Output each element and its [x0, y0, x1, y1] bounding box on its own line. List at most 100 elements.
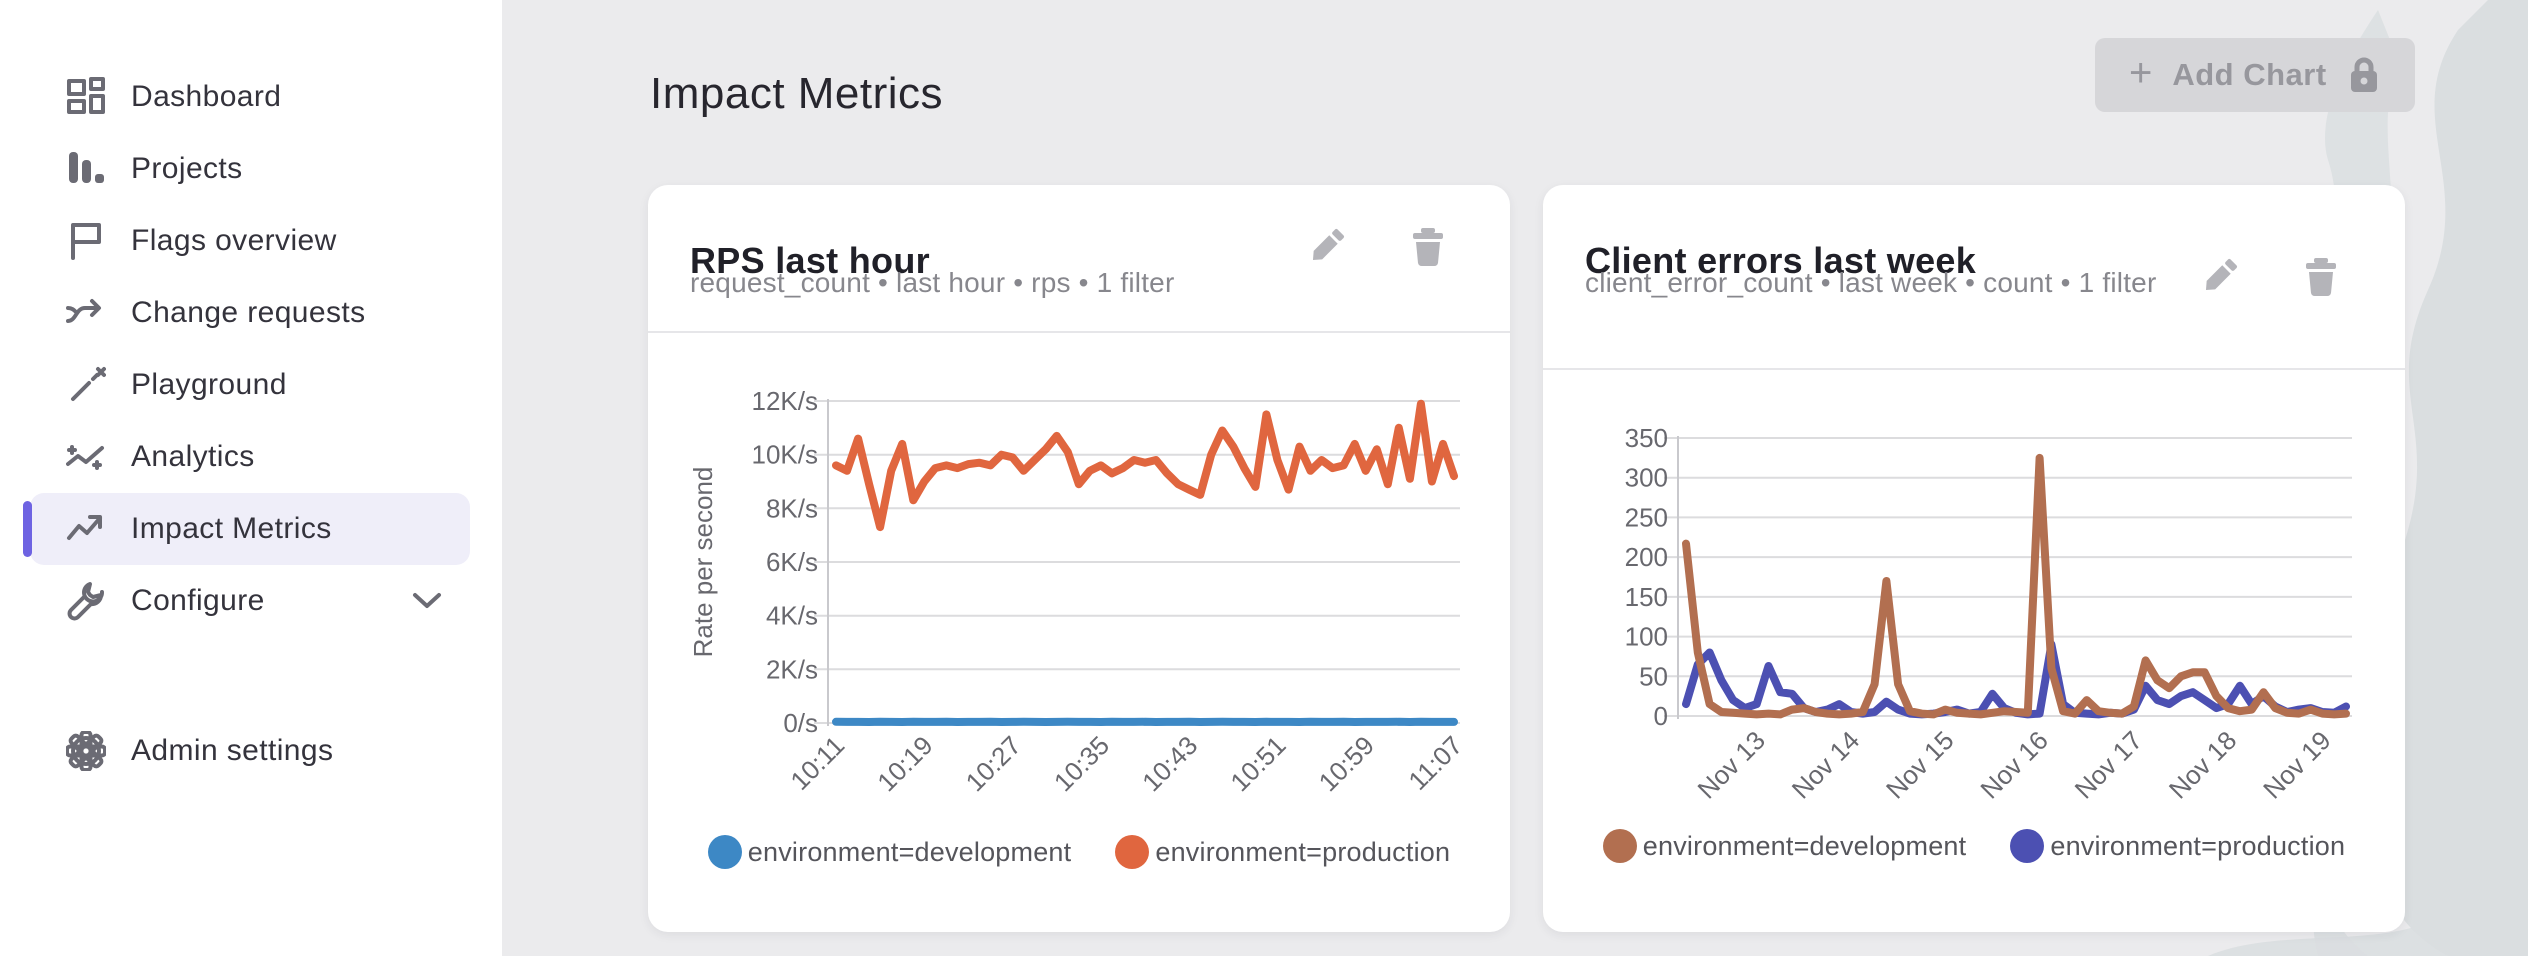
y-tick-label: 0	[1654, 701, 1668, 731]
x-tick-label: 10:19	[871, 730, 938, 797]
sidebar-item-label: Configure	[131, 584, 265, 617]
trash-icon	[2306, 258, 2336, 297]
plus-icon: +	[2129, 51, 2153, 95]
legend-item-production[interactable]: environment=production	[2010, 829, 2345, 863]
trash-icon	[1413, 228, 1443, 267]
dashboard-icon	[66, 77, 106, 117]
legend-dot	[1115, 835, 1150, 869]
add-chart-button[interactable]: + Add Chart	[2095, 38, 2415, 112]
card-divider	[648, 331, 1510, 333]
chart-subtitle: client_error_count • last week • count •…	[1585, 267, 2157, 298]
merge-arrow-icon	[66, 293, 106, 333]
rps-line-chart[interactable]: 0/s 2K/s 4K/s 6K/s 8K/s 10K/s 12K/s 10:11 10:19 1…	[648, 333, 1510, 833]
active-indicator	[23, 501, 32, 557]
y-tick-label: 350	[1625, 423, 1668, 453]
chart-title: Client errors last week	[1585, 239, 1977, 281]
x-tick-label: Nov 17	[2069, 725, 2148, 804]
chart-card-rps-last-hour: RPS last hour request_count • last hour …	[648, 185, 1510, 932]
y-tick-label: 8K/s	[766, 493, 818, 523]
add-chart-label: Add Chart	[2172, 57, 2327, 92]
analytics-icon	[66, 437, 106, 477]
x-tick-label: 10:35	[1048, 730, 1115, 797]
y-tick-label: 10K/s	[752, 440, 819, 470]
legend-item-development[interactable]: environment=development	[707, 835, 1072, 869]
series-line-0	[1682, 453, 2350, 719]
wrench-icon	[66, 581, 106, 621]
x-tick-label: Nov 16	[1974, 725, 2053, 804]
legend-item-development[interactable]: environment=development	[1602, 829, 1967, 863]
x-tick-label: 11:07	[1402, 730, 1468, 796]
series-line-1	[832, 399, 1458, 532]
x-tick-label: Nov 19	[2257, 725, 2336, 804]
edit-chart-button[interactable]	[1305, 227, 1345, 267]
y-tick-label: 6K/s	[766, 547, 818, 577]
x-tick-label: 10:43	[1136, 730, 1203, 797]
pencil-icon	[2205, 259, 2237, 291]
y-tick-label: 12K/s	[752, 386, 819, 416]
x-tick-label: Nov 15	[1880, 725, 1959, 804]
y-tick-label: 300	[1625, 463, 1668, 493]
chart-title: RPS last hour	[690, 239, 930, 281]
legend-label: environment=production	[1155, 836, 1451, 867]
x-tick-label: Nov 18	[2163, 725, 2242, 804]
chart-card-client-errors-last-week: Client errors last week client_error_cou…	[1543, 185, 2405, 932]
series-line-1	[1682, 640, 2350, 719]
sidebar-item-configure[interactable]: Configure	[30, 565, 470, 637]
x-tick-label: 10:11	[784, 730, 850, 796]
sidebar-item-label: Projects	[131, 152, 243, 185]
y-tick-label: 250	[1625, 502, 1668, 532]
sidebar: Dashboard Projects Flags overview Change…	[0, 0, 502, 956]
sidebar-item-change-requests[interactable]: Change requests	[30, 277, 470, 349]
y-tick-label: 100	[1625, 622, 1668, 652]
sidebar-item-label: Flags overview	[131, 224, 337, 257]
chart-legend: environment=development environment=prod…	[1543, 829, 2405, 863]
chart-legend: environment=development environment=prod…	[648, 835, 1510, 869]
sidebar-item-impact-metrics[interactable]: Impact Metrics	[23, 493, 470, 565]
sidebar-item-label: Analytics	[131, 440, 255, 473]
sidebar-item-admin-settings[interactable]: Admin settings	[30, 715, 470, 787]
sidebar-item-playground[interactable]: Playground	[30, 349, 470, 421]
pencil-icon	[1312, 229, 1344, 261]
delete-chart-button[interactable]	[2301, 257, 2341, 297]
card-divider	[1543, 368, 2405, 370]
legend-dot	[1602, 829, 1637, 863]
legend-item-production[interactable]: environment=production	[1115, 835, 1450, 869]
x-tick-label: Nov 14	[1786, 725, 1865, 804]
sidebar-item-label: Change requests	[131, 296, 366, 329]
sidebar-item-projects[interactable]: Projects	[30, 133, 470, 205]
legend-label: environment=development	[1642, 830, 1967, 861]
page-title: Impact Metrics	[650, 69, 944, 119]
gear-icon	[65, 730, 107, 772]
y-tick-label: 50	[1639, 661, 1668, 691]
x-tick-label: Nov 13	[1691, 725, 1770, 804]
legend-label: environment=production	[2050, 830, 2346, 861]
y-tick-label: 150	[1625, 582, 1668, 612]
sidebar-item-dashboard[interactable]: Dashboard	[30, 61, 470, 133]
delete-chart-button[interactable]	[1408, 227, 1448, 267]
flag-icon	[66, 221, 106, 261]
edit-chart-button[interactable]	[2198, 257, 2238, 297]
sidebar-item-label: Impact Metrics	[131, 512, 332, 545]
sidebar-item-label: Playground	[131, 368, 287, 401]
y-tick-label: 0/s	[783, 708, 818, 738]
sidebar-item-label: Admin settings	[131, 734, 334, 767]
sidebar-item-analytics[interactable]: Analytics	[30, 421, 470, 493]
chart-subtitle: request_count • last hour • rps • 1 filt…	[690, 267, 1175, 298]
x-tick-label: 10:59	[1313, 730, 1380, 797]
sidebar-item-flags-overview[interactable]: Flags overview	[30, 205, 470, 277]
projects-icon	[66, 149, 106, 189]
legend-dot	[707, 835, 742, 869]
y-tick-label: 2K/s	[766, 654, 818, 684]
lock-icon	[2350, 57, 2377, 92]
x-tick-label: 10:27	[960, 730, 1027, 797]
x-tick-label: 10:51	[1224, 730, 1291, 797]
y-tick-label: 200	[1625, 542, 1668, 572]
y-axis-title: Rate per second	[688, 467, 718, 658]
sidebar-item-label: Dashboard	[131, 80, 282, 113]
chevron-down-icon	[412, 589, 442, 613]
y-tick-label: 4K/s	[766, 601, 818, 631]
legend-dot	[2010, 829, 2045, 863]
trend-up-icon	[66, 509, 106, 549]
